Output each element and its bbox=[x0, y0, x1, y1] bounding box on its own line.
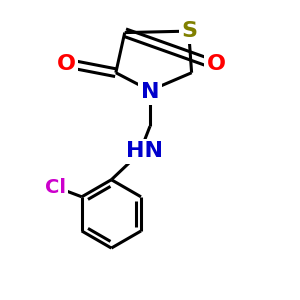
Text: S: S bbox=[182, 21, 197, 41]
Text: Cl: Cl bbox=[44, 178, 65, 197]
Text: HN: HN bbox=[126, 142, 164, 161]
Text: N: N bbox=[141, 82, 159, 102]
Text: O: O bbox=[206, 54, 226, 74]
Text: O: O bbox=[57, 54, 76, 74]
